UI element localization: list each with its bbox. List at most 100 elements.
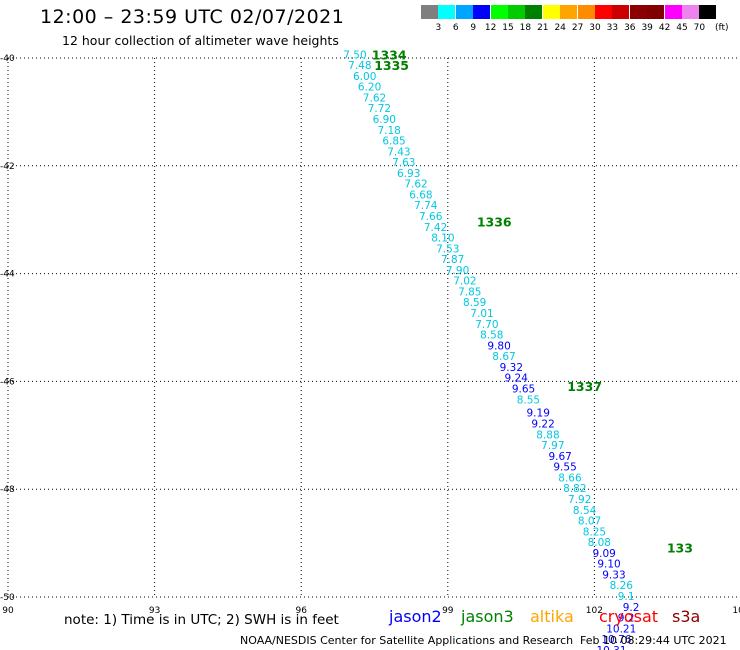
scale-swatch <box>542 5 560 19</box>
wave-height-label: 7.85 <box>458 286 481 298</box>
wave-height-label: 7.63 <box>392 157 415 169</box>
wave-height-label: 8.66 <box>558 472 582 484</box>
scale-label: 6 <box>452 23 459 33</box>
wave-height-label: 9.22 <box>531 419 554 431</box>
scale-label: 70 <box>693 23 706 33</box>
scale-label: 21 <box>537 23 549 33</box>
wave-height-label: 10.31 <box>596 645 626 650</box>
wave-height-label: 6.68 <box>409 189 432 201</box>
wave-height-label: 9.2 <box>618 613 635 625</box>
wave-height-label: 8.54 <box>573 505 597 517</box>
wave-height-label: 7.74 <box>414 200 438 212</box>
scale-label: 30 <box>589 23 601 33</box>
scale-swatch <box>421 5 438 19</box>
scale-label: 27 <box>571 23 584 33</box>
wave-height-label: 9.24 <box>505 373 529 385</box>
scale-swatch <box>525 5 543 19</box>
wave-height-label: 7.48 <box>348 60 371 72</box>
wave-height-label: 7.53 <box>436 243 459 255</box>
wave-height-label: 7.90 <box>446 265 469 277</box>
scale-unit: (ft) <box>715 23 729 33</box>
pass-time-label: 133 <box>667 540 693 555</box>
pass-time-label: 1336 <box>477 214 512 229</box>
scale-label: 15 <box>502 23 514 33</box>
wave-height-label: 8.58 <box>480 330 503 342</box>
wave-height-label: 7.42 <box>424 222 447 234</box>
wave-height-label: 8.59 <box>463 297 486 309</box>
scale-swatch <box>490 5 508 19</box>
scale-label: 12 <box>484 23 497 33</box>
scale-swatch <box>699 5 717 19</box>
scale-label: 3 <box>435 23 442 33</box>
wave-height-label: 9.1 <box>618 591 635 603</box>
wave-height-label: 7.72 <box>368 103 391 115</box>
wave-height-label: 8.07 <box>578 516 601 528</box>
wave-height-label: 7.43 <box>387 146 410 158</box>
wave-height-label: 9.32 <box>500 362 523 374</box>
wave-height-label: 7.18 <box>377 125 400 137</box>
scale-swatch <box>682 5 699 19</box>
wave-height-label: 8.10 <box>431 233 454 245</box>
wave-height-label: 8.25 <box>583 526 606 538</box>
wave-height-label: 10.21 <box>606 623 636 635</box>
scale-swatch <box>595 5 612 19</box>
scale-label: 9 <box>470 23 477 33</box>
y-tick-label: -42 <box>0 162 15 172</box>
scale-label: 45 <box>676 23 688 33</box>
wave-height-label: 9.55 <box>553 462 576 474</box>
scale-label: 42 <box>658 23 671 33</box>
scale-label: 36 <box>624 23 636 33</box>
scale-label: 33 <box>606 23 619 33</box>
wave-height-label: 9.09 <box>592 548 615 560</box>
wave-height-label: 6.20 <box>358 82 381 94</box>
scale-swatch <box>508 5 525 19</box>
wave-height-label: 6.85 <box>382 136 405 148</box>
y-tick-label: -48 <box>0 485 15 495</box>
wave-height-label: 6.00 <box>353 71 376 83</box>
y-tick-label: -44 <box>0 270 15 280</box>
scale-swatch <box>577 5 595 19</box>
scale-swatch <box>612 5 630 19</box>
scale-swatch <box>455 5 473 19</box>
wave-height-label: 10.76 <box>601 634 631 646</box>
wave-height-label: 9.33 <box>602 569 625 581</box>
chart-subtitle: 12 hour collection of altimeter wave hei… <box>62 33 339 48</box>
wave-height-label: 8.82 <box>563 483 586 495</box>
wave-height-label: 9.65 <box>512 383 535 395</box>
pass-time-label: 1334 <box>372 47 407 62</box>
wave-height-label: 7.66 <box>419 211 443 223</box>
chart-title: 12:00 – 23:59 UTC 02/07/2021 <box>40 6 345 28</box>
wave-height-label: 7.62 <box>404 179 427 191</box>
pass-time-label: 1335 <box>374 58 409 73</box>
wave-height-label: 9.10 <box>597 559 620 571</box>
wave-height-label: 8.08 <box>588 537 611 549</box>
scale-label: 24 <box>554 23 566 33</box>
wave-height-label: 7.62 <box>363 92 386 104</box>
wave-height-label: 7.92 <box>568 494 591 506</box>
scale-swatch <box>560 5 578 19</box>
scale-label: 18 <box>519 23 532 33</box>
scale-swatch <box>473 5 491 19</box>
x-tick-label: 93 <box>149 606 160 616</box>
x-tick-label: 99 <box>442 606 454 616</box>
wave-height-label: 6.90 <box>373 114 396 126</box>
y-tick-label: -50 <box>0 593 15 603</box>
wave-height-label: 8.55 <box>517 394 540 406</box>
scale-swatch <box>629 5 647 19</box>
x-tick-label: 102 <box>586 606 603 616</box>
wave-height-label: 8.67 <box>492 351 515 363</box>
scale-swatch <box>664 5 682 19</box>
x-tick-label: 105 <box>732 606 740 616</box>
pass-time-label: 1337 <box>567 379 602 394</box>
scale-swatch <box>438 5 456 19</box>
wave-height-label: 7.02 <box>453 276 476 288</box>
wave-height-label: 9.2 <box>623 602 640 614</box>
wave-height-label: 7.70 <box>475 319 498 331</box>
y-tick-label: -40 <box>0 54 15 64</box>
wave-height-label: 8.26 <box>610 580 634 592</box>
x-tick-label: 96 <box>295 606 307 616</box>
y-tick-label: -46 <box>0 377 15 387</box>
wave-height-label: 6.93 <box>397 168 420 180</box>
wave-height-label: 8.88 <box>536 429 559 441</box>
